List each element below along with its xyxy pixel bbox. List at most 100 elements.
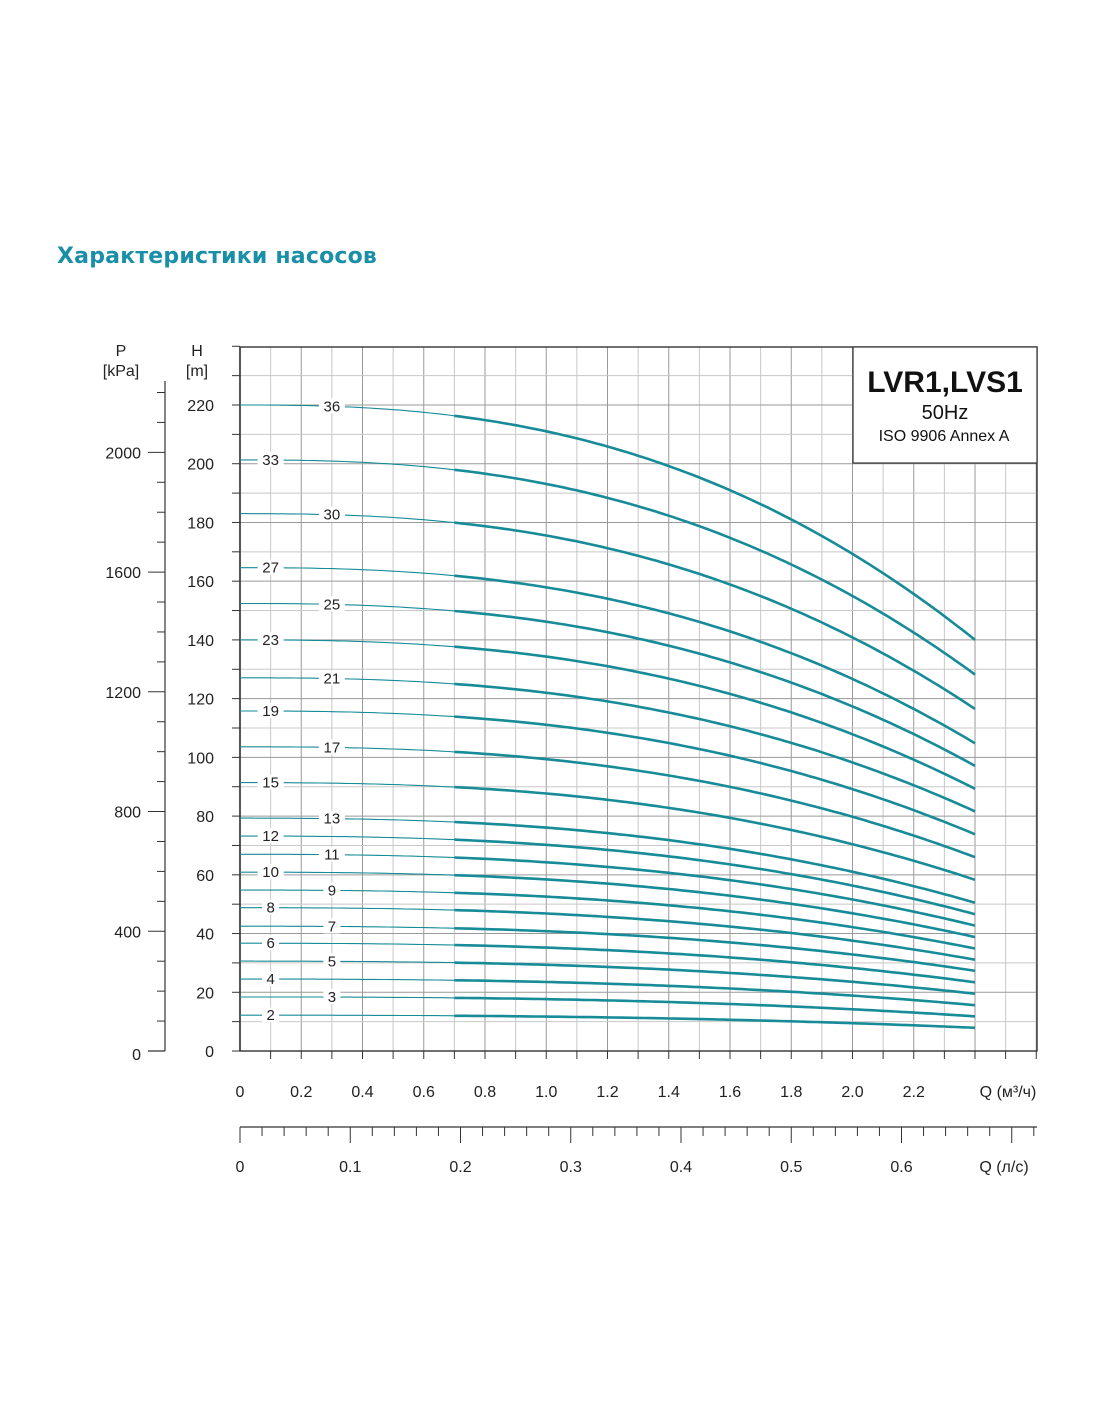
curve-label-23: 23 [262,632,279,649]
curve-label-21: 21 [324,671,341,688]
curve-19 [454,715,976,836]
curve-label-11: 11 [324,847,340,864]
h-tick-label: 40 [196,927,214,944]
q-tick-label: 2.0 [841,1084,863,1101]
h-tick-label: 200 [187,457,214,474]
curve-label-12: 12 [262,828,279,845]
curve-label-15: 15 [262,775,279,792]
curve-21 [454,682,976,813]
curve-label-30: 30 [324,507,341,524]
curve-25-low-flow [240,602,455,612]
curve-8 [454,908,976,961]
p-tick-label: 0 [132,1047,141,1064]
curve-label-25: 25 [324,596,341,613]
curve-30-low-flow [240,513,455,524]
curve-9-low-flow [240,889,455,894]
p-tick-label: 2000 [105,445,141,462]
curve-label-4: 4 [266,971,274,988]
curve-21-low-flow [240,677,455,685]
curve-13 [454,820,976,904]
p-tick-label: 1600 [105,565,141,582]
p-axis-label: P [116,343,127,360]
curve-label-36: 36 [324,398,341,415]
curve-label-27: 27 [262,560,279,577]
h-tick-label: 100 [187,750,214,767]
h-tick-label: 140 [187,633,214,650]
p-tick-label: 400 [114,924,141,941]
curve-17 [454,750,976,859]
curve-4 [454,979,976,1007]
q-tick-label: 1.0 [535,1084,557,1101]
q-axis-label: Q (м³/ч) [980,1084,1037,1101]
curve-label-8: 8 [266,900,274,917]
curve-label-13: 13 [324,811,341,828]
curve-11 [454,856,976,927]
q-tick-label: 0.4 [351,1084,373,1101]
curve-label-7: 7 [328,918,336,935]
curve-5 [454,961,976,995]
q-tick-label: 1.8 [780,1084,802,1101]
q-tick-label: 2.2 [903,1084,925,1101]
curve-7-low-flow [240,925,455,929]
h-tick-label: 80 [196,809,214,826]
h-tick-label: 220 [187,398,214,415]
h-tick-label: 0 [205,1044,214,1061]
curve-6 [454,943,976,984]
q-tick-label: 0.6 [413,1084,435,1101]
curve-label-10: 10 [262,864,279,881]
curve-36-low-flow [240,404,455,417]
curve-2 [454,1014,976,1030]
h-axis-label: H [191,343,203,360]
h-tick-label: 60 [196,868,214,885]
q-tick-label: 0.2 [290,1084,312,1101]
curve-15 [454,785,976,882]
curve-label-33: 33 [262,452,279,469]
q2-tick-label: 0.4 [670,1159,692,1176]
model-standard: ISO 9906 Annex A [879,428,1010,445]
curve-9 [454,891,976,950]
curve-27 [454,574,976,745]
h-tick-label: 180 [187,515,214,532]
curve-label-3: 3 [328,989,336,1006]
curve-10 [454,873,976,939]
curve-3-low-flow [240,996,455,999]
q-tick-label: 1.4 [658,1084,680,1101]
curve-label-2: 2 [266,1007,274,1024]
h-tick-label: 120 [187,692,214,709]
q2-tick-label: 0.1 [339,1159,361,1176]
curve-13-low-flow [240,817,455,823]
curve-7 [454,927,976,973]
curve-label-5: 5 [328,953,336,970]
model-name: LVR1,LVS1 [867,366,1023,399]
h-axis-label: [m] [186,363,208,380]
model-legend: LVR1,LVS1 50Hz ISO 9906 Annex A [852,346,1038,464]
curve-label-17: 17 [324,739,341,756]
page-title: Характеристики насосов [57,244,378,269]
curve-3 [454,996,976,1018]
curve-5-low-flow [240,960,455,964]
q2-tick-label: 0.2 [449,1159,471,1176]
model-legend-box [852,346,1038,464]
q-tick-label: 0.8 [474,1084,496,1101]
q-tick-label: 1.6 [719,1084,741,1101]
model-frequency: 50Hz [922,402,969,424]
curve-30 [454,521,976,710]
q2-axis-label: Q (л/с) [979,1159,1028,1176]
q2-tick-label: 0.6 [890,1159,912,1176]
curve-36 [454,414,976,641]
h-tick-label: 160 [187,574,214,591]
p-tick-label: 800 [114,805,141,822]
curve-label-9: 9 [328,882,336,899]
q2-tick-label: 0.5 [780,1159,802,1176]
curve-11-low-flow [240,853,455,859]
p-tick-label: 1200 [105,685,141,702]
curve-33 [454,468,976,676]
q2-tick-label: 0 [236,1159,245,1176]
q2-tick-label: 0.3 [560,1159,582,1176]
q-tick-label: 0 [236,1084,245,1101]
curve-17-low-flow [240,746,455,753]
curve-label-19: 19 [262,703,279,720]
curve-12 [454,838,976,916]
